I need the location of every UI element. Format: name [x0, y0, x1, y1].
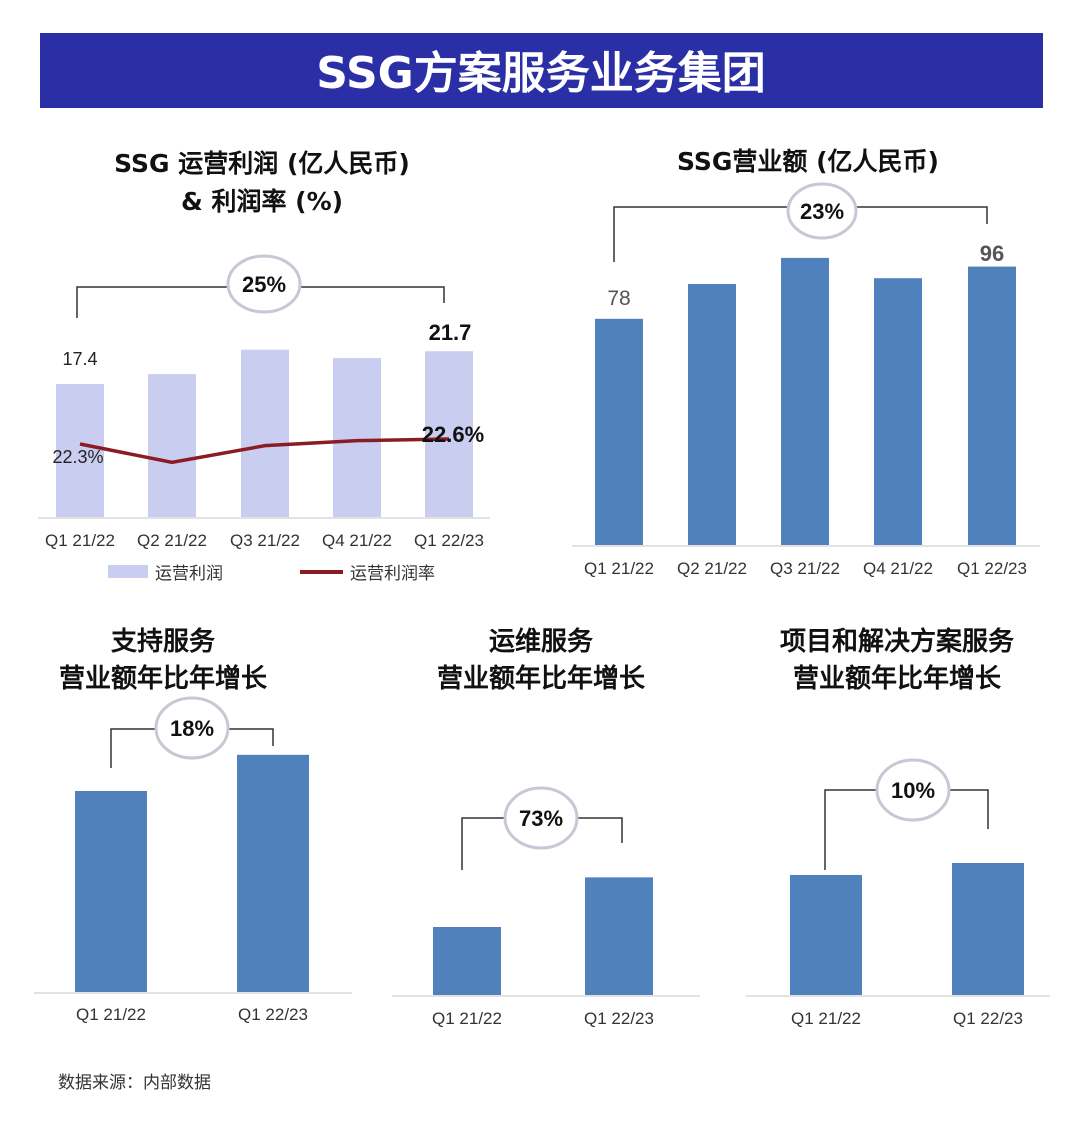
bar [433, 927, 501, 995]
x-tick-label: Q3 21/22 [230, 531, 300, 550]
x-tick-label: Q1 21/22 [584, 559, 654, 578]
bar [425, 351, 473, 517]
x-tick-label: Q1 22/23 [414, 531, 484, 550]
bar [148, 374, 196, 517]
bar [781, 257, 829, 545]
bar [952, 863, 1024, 995]
bar-data-label: 78 [607, 287, 630, 310]
growth-label: 10% [891, 778, 935, 803]
chart-title: & 利润率 (%) [181, 187, 343, 216]
chart-title: 支持服务 [111, 627, 215, 657]
page-title: SSG方案服务业务集团 [316, 48, 766, 99]
bar [968, 266, 1016, 545]
chart-0: SSG 运营利润 (亿人民币) & 利润率 (%) Q1 21/22 Q2 21/22… [38, 149, 490, 584]
bar [790, 875, 862, 995]
bar-data-label: 17.4 [62, 349, 97, 369]
bar [237, 754, 309, 992]
x-tick-label: Q1 21/22 [791, 1009, 861, 1028]
bar [874, 278, 922, 545]
x-tick-label: Q4 21/22 [322, 531, 392, 550]
x-tick-label: Q2 21/22 [677, 559, 747, 578]
chart-1: SSG营业额 (亿人民币) Q1 21/22 Q2 21/22 Q3 21/22 Q4 … [572, 147, 1040, 578]
bar-data-label: 96 [980, 241, 1004, 266]
legend-swatch-bar [108, 565, 148, 578]
data-source-note: 数据来源：内部数据 [58, 1073, 211, 1093]
x-tick-label: Q1 21/22 [76, 1005, 146, 1024]
legend-label: 运营利润 [155, 564, 223, 584]
chart-title: 营业额年比年增长 [793, 663, 1002, 694]
growth-label: 18% [170, 716, 214, 741]
growth-label: 23% [800, 199, 844, 224]
bar [688, 284, 736, 545]
bar [241, 349, 289, 517]
x-tick-label: Q1 21/22 [45, 531, 115, 550]
legend-label: 运营利润率 [350, 564, 435, 584]
chart-title: 运维服务 [489, 626, 593, 657]
header-banner [40, 33, 1043, 108]
bar [585, 877, 653, 995]
growth-label: 73% [519, 806, 563, 831]
x-tick-label: Q1 22/23 [238, 1005, 308, 1024]
bar [595, 318, 643, 545]
x-tick-label: Q3 21/22 [770, 559, 840, 578]
x-tick-label: Q1 22/23 [953, 1009, 1023, 1028]
x-tick-label: Q2 21/22 [137, 531, 207, 550]
bar [75, 791, 147, 992]
growth-bubble [503, 786, 579, 850]
line-data-label: 22.6% [422, 422, 484, 447]
bar [333, 358, 381, 517]
x-tick-label: Q4 21/22 [863, 559, 933, 578]
x-tick-label: Q1 21/22 [432, 1009, 502, 1028]
growth-bubble [226, 254, 302, 314]
chart-title: SSG营业额 (亿人民币) [677, 147, 939, 176]
chart-title: SSG 运营利润 (亿人民币) [114, 149, 410, 178]
growth-bubble [875, 758, 951, 822]
growth-bubble [154, 696, 230, 760]
x-tick-label: Q1 22/23 [584, 1009, 654, 1028]
bar-data-label: 21.7 [429, 320, 472, 345]
x-tick-label: Q1 22/23 [957, 559, 1027, 578]
chart-title: 营业额年比年增长 [437, 663, 646, 694]
growth-bubble [786, 182, 858, 240]
growth-label: 25% [242, 272, 286, 297]
chart-title: 营业额年比年增长 [59, 663, 268, 694]
chart-title: 项目和解决方案服务 [780, 626, 1014, 657]
line-data-label: 22.3% [52, 447, 103, 467]
bar [56, 384, 104, 517]
